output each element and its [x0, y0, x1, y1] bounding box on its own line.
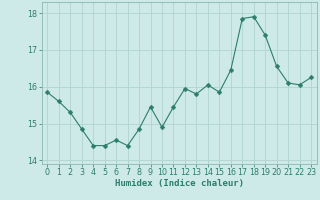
X-axis label: Humidex (Indice chaleur): Humidex (Indice chaleur) [115, 179, 244, 188]
